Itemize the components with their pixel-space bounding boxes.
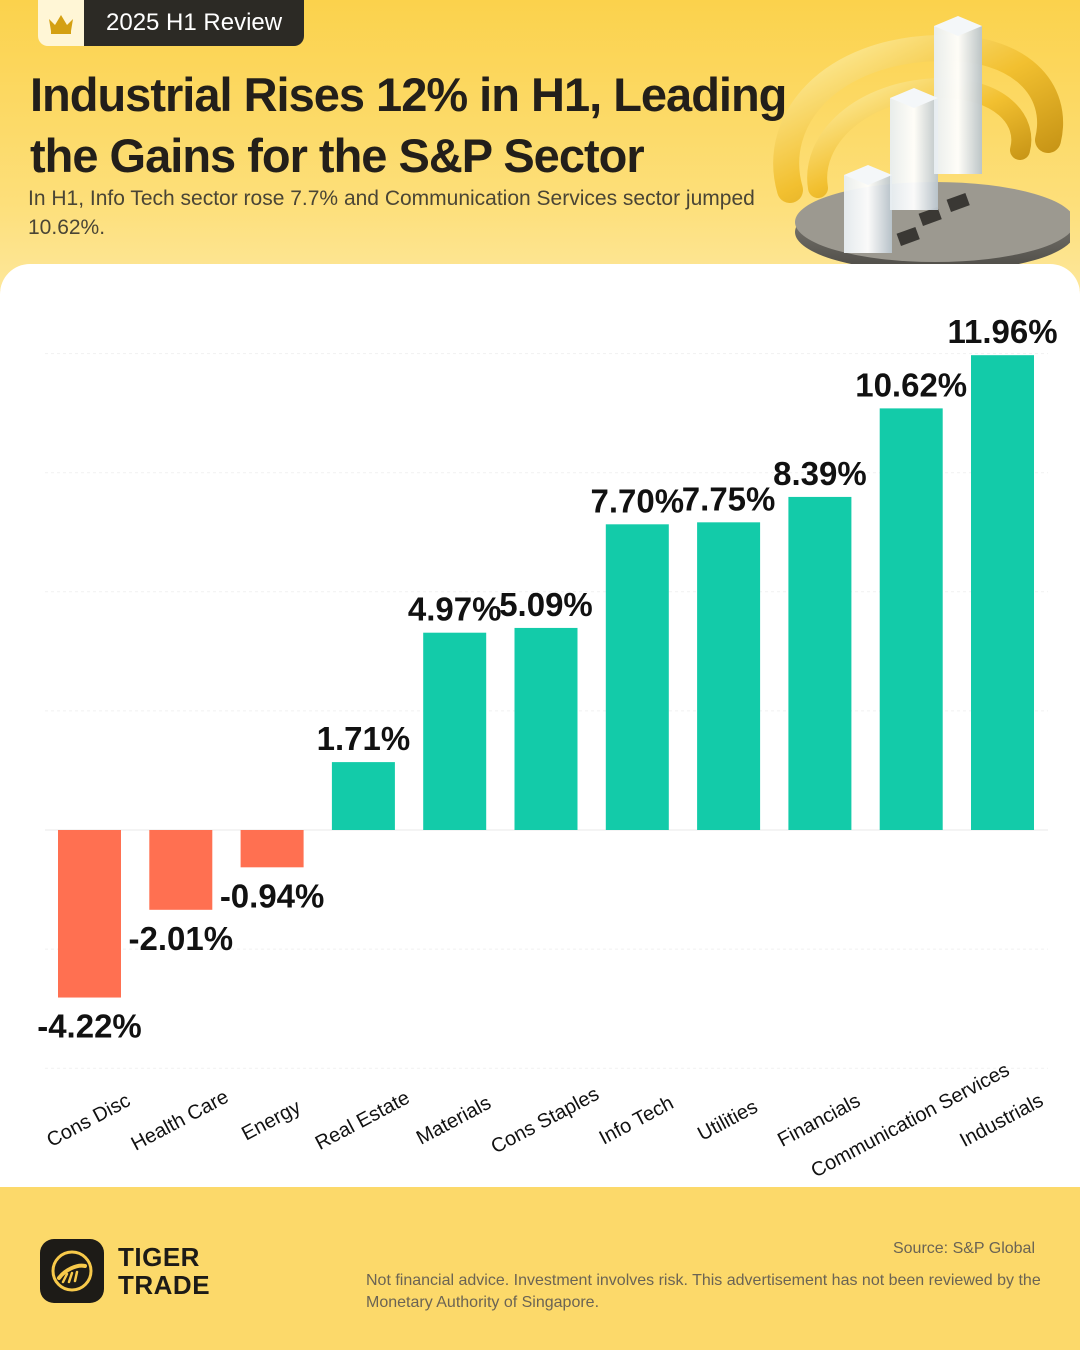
- bar: [605, 524, 669, 830]
- crown-icon: [38, 0, 84, 46]
- bar: [149, 830, 213, 910]
- data-label: -0.94%: [220, 877, 325, 914]
- data-label: 7.70%: [591, 482, 685, 519]
- data-label: -4.22%: [37, 1008, 142, 1045]
- tiger-logo-icon: [40, 1239, 104, 1303]
- data-label: -2.01%: [129, 920, 234, 957]
- x-tick-label: Cons Disc: [43, 1090, 134, 1152]
- data-label: 5.09%: [499, 586, 593, 623]
- badge-label: 2025 H1 Review: [84, 0, 305, 46]
- page-subtitle: In H1, Info Tech sector rose 7.7% and Co…: [28, 187, 755, 239]
- bar: [423, 632, 487, 830]
- bar: [331, 762, 395, 830]
- bar: [58, 830, 121, 998]
- x-tick-label: Health Care: [128, 1086, 233, 1156]
- disclaimer: Not financial advice. Investment involve…: [366, 1272, 1041, 1311]
- bar: [971, 355, 1034, 830]
- review-badge: 2025 H1 Review: [38, 0, 305, 46]
- x-tick-label: Info Tech: [596, 1092, 678, 1149]
- brand-name: TIGER TRADE: [118, 1242, 211, 1300]
- x-tick-label: Materials: [413, 1092, 495, 1150]
- data-label: 1.71%: [317, 720, 411, 757]
- x-tick-label: Real Estate: [312, 1087, 414, 1155]
- x-tick-label: Energy: [238, 1096, 304, 1145]
- footer: TIGER TRADE Source: S&P Global Not finan…: [0, 1187, 1080, 1350]
- page-title: Industrial Rises 12% in H1, Leading the …: [30, 68, 787, 182]
- data-label: 11.96%: [947, 313, 1057, 350]
- hero-illustration: [773, 16, 1070, 270]
- data-label: 10.62%: [855, 366, 967, 403]
- bar: [697, 522, 761, 830]
- chart-card: -4.22% Cons Disc -2.01% Health Care -0.94% En…: [0, 264, 1080, 1187]
- data-label: 8.39%: [773, 455, 867, 492]
- bar: [514, 627, 578, 830]
- x-tick-label: Utilities: [694, 1096, 761, 1146]
- bar: [240, 830, 304, 868]
- data-label: 7.75%: [682, 480, 776, 517]
- data-label: 4.97%: [408, 591, 502, 628]
- bar: [788, 496, 852, 830]
- bar: [879, 408, 943, 830]
- bar-chart: -4.22% Cons Disc -2.01% Health Care -0.94% En…: [37, 313, 1057, 1182]
- x-tick-label: Cons Staples: [487, 1083, 602, 1158]
- source-note: Source: S&P Global: [892, 1240, 1035, 1257]
